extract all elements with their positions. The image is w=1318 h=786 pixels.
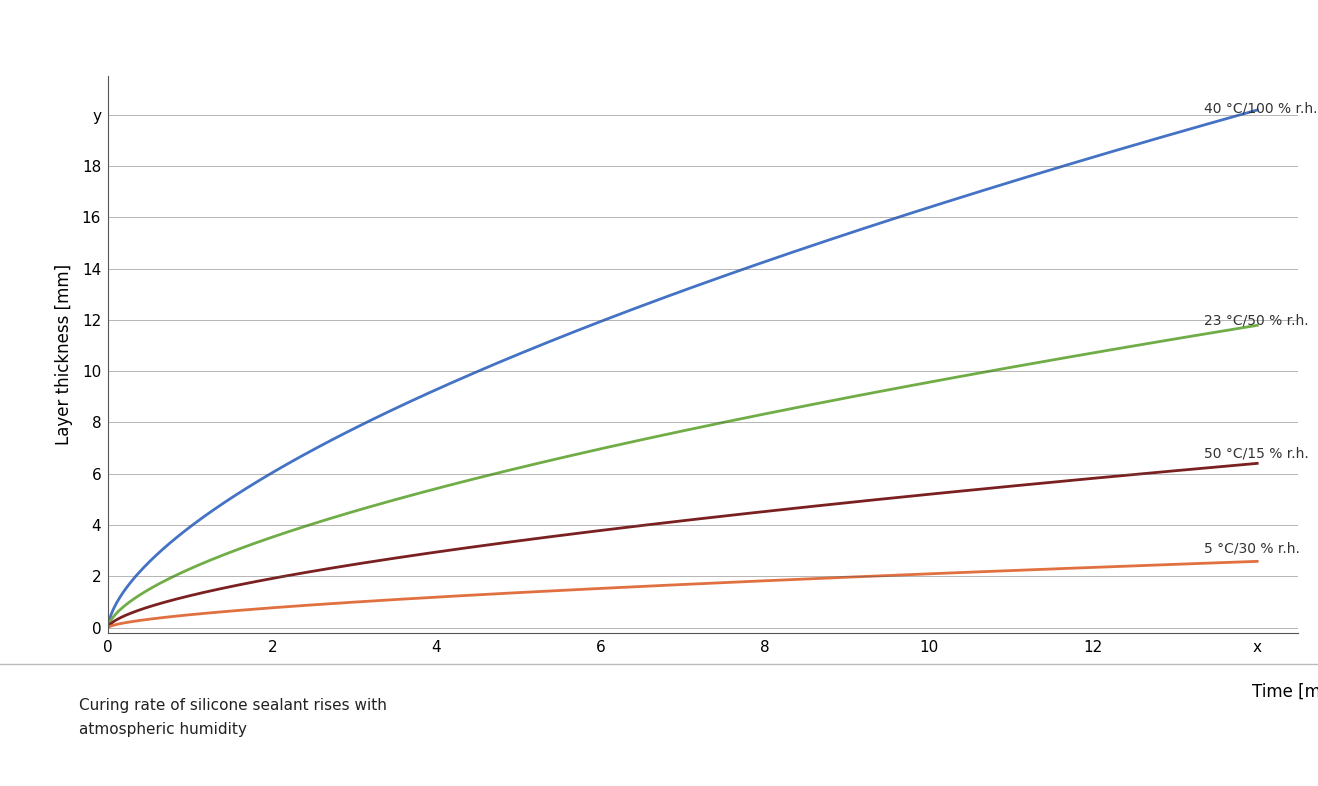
Text: Curing rate: Curing rate <box>16 20 149 40</box>
Text: 50 °C/15 % r.h.: 50 °C/15 % r.h. <box>1203 446 1309 461</box>
Text: 5 °C/30 % r.h.: 5 °C/30 % r.h. <box>1203 542 1300 556</box>
X-axis label: Time [mm]: Time [mm] <box>1252 683 1318 701</box>
Text: 23 °C/50 % r.h.: 23 °C/50 % r.h. <box>1203 313 1309 327</box>
Y-axis label: Layer thickness [mm]: Layer thickness [mm] <box>55 264 74 445</box>
Text: 40 °C/100 % r.h.: 40 °C/100 % r.h. <box>1203 102 1317 116</box>
Text: Curing rate of silicone sealant rises with
atmospheric humidity: Curing rate of silicone sealant rises wi… <box>79 698 387 736</box>
